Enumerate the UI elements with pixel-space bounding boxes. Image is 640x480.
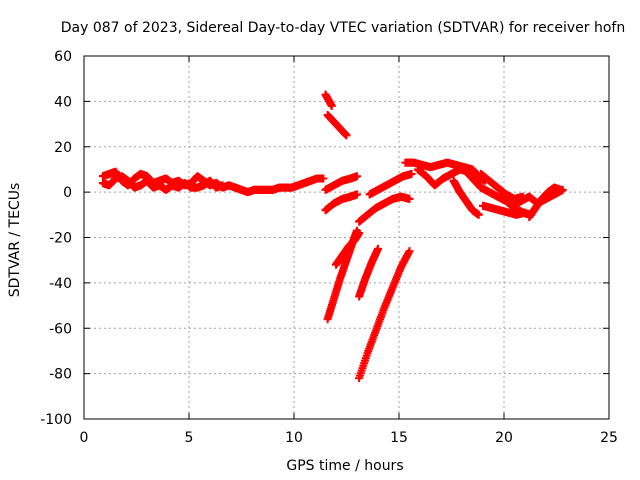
data-point (374, 244, 382, 253)
data-point (521, 208, 529, 217)
y-tick-label: -20 (49, 231, 72, 247)
x-tick-label: 15 (390, 430, 408, 446)
x-tick-label: 25 (600, 430, 618, 446)
y-axis-label: SDTVAR / TECUs (7, 183, 23, 298)
y-tick-label: -100 (40, 412, 72, 428)
axis-ticks (83, 55, 610, 420)
data-point (327, 101, 336, 110)
grid-lines (84, 56, 609, 419)
data-point (218, 181, 227, 190)
y-tick-label: -80 (49, 367, 72, 383)
data-point (474, 210, 483, 219)
data-point (355, 228, 364, 237)
data-point (353, 172, 361, 181)
data-point (353, 190, 361, 199)
y-tick-label: 0 (63, 185, 72, 201)
x-axis-label: GPS time / hours (286, 458, 403, 474)
y-tick-labels: -100 -80 -60 -40 -20 0 20 40 60 (40, 49, 72, 428)
y-tick-label: 60 (54, 49, 72, 65)
x-tick-label: 20 (495, 430, 513, 446)
chart-title: Day 087 of 2023, Sidereal Day-to-day VTE… (61, 20, 625, 36)
data-point (558, 185, 567, 194)
y-tick-label: -40 (49, 276, 72, 292)
y-tick-label: 20 (54, 140, 72, 156)
data-point (342, 131, 351, 140)
x-tick-label: 10 (285, 430, 303, 446)
data-point (407, 169, 416, 178)
data-point (405, 194, 414, 203)
y-tick-label: -60 (49, 321, 72, 337)
data-point (319, 174, 328, 183)
y-tick-label: 40 (54, 94, 72, 110)
data-point (405, 247, 414, 256)
x-tick-labels: 0 5 10 15 20 25 (80, 430, 618, 446)
data-points (98, 90, 567, 383)
x-tick-label: 5 (185, 430, 194, 446)
x-tick-label: 0 (80, 430, 89, 446)
